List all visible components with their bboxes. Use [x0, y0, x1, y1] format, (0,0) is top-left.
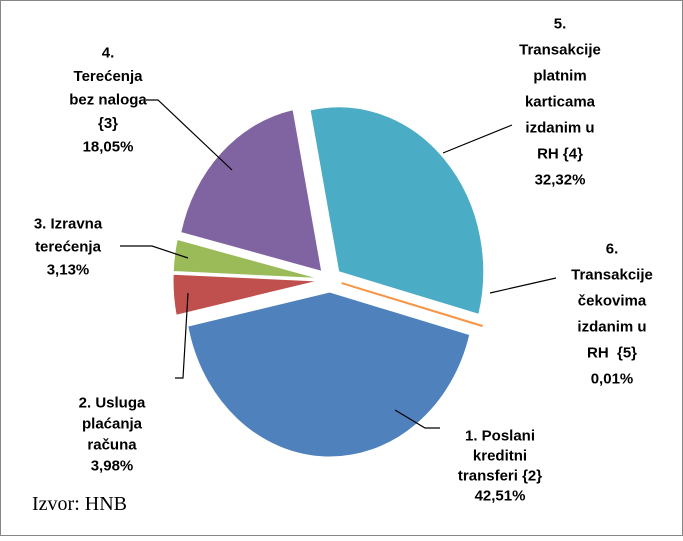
leader-line [489, 277, 557, 294]
slice-label: transferi {2} [458, 467, 542, 484]
source: Izvor: HNB [32, 493, 127, 515]
slice-label: RH {4} [537, 145, 583, 162]
slice-label: bez naloga [69, 91, 147, 108]
slice-label: Transakcije [519, 41, 601, 58]
slice-label: terećenja [35, 238, 102, 255]
slice-label: Transakcije [571, 266, 653, 283]
value-label: 42,51% [475, 487, 526, 504]
leader-line [120, 245, 189, 259]
pie-slice [341, 282, 483, 328]
slice-label: Terećenja [74, 68, 144, 85]
slice-label: izdanim u [525, 119, 594, 136]
slice-label: plaćanja [82, 415, 143, 432]
slice-label: RH {5} [587, 344, 637, 361]
pie-slice [172, 273, 319, 316]
slice-label: 6. [606, 240, 619, 257]
leader-line [442, 124, 513, 154]
slice-label: 5. [554, 15, 567, 32]
slice-label: čekovima [578, 292, 647, 309]
value-label: 32,32% [535, 171, 586, 188]
slice-label: 3. Izravna [34, 215, 103, 232]
slice-label: karticama [525, 93, 596, 110]
pie-slice [187, 291, 471, 458]
leader-line [394, 409, 440, 429]
value-label: 3,13% [47, 261, 90, 278]
pie-slice [180, 108, 323, 273]
slice-label: kreditni [473, 447, 527, 464]
value-label: 3,98% [91, 457, 134, 474]
slice-label: 4. [102, 44, 115, 61]
slice-label: 2. Usluga [79, 394, 146, 411]
labels: 1. Poslani kreditni transferi {2} 42,51% 2. … [34, 15, 653, 504]
value-label: 18,05% [83, 138, 134, 155]
leader-line [175, 292, 189, 379]
slice-label: 1. Poslani [465, 427, 535, 444]
slice-label: {3} [98, 115, 118, 132]
slice-label: izdanim u [577, 318, 646, 335]
leader-line [146, 99, 233, 171]
pie-slice [309, 106, 485, 316]
slice-label: platnim [533, 67, 586, 84]
slice-label: računa [87, 436, 137, 453]
pie [172, 106, 485, 458]
pie-slice [172, 238, 319, 279]
value-label: 0,01% [591, 370, 634, 387]
